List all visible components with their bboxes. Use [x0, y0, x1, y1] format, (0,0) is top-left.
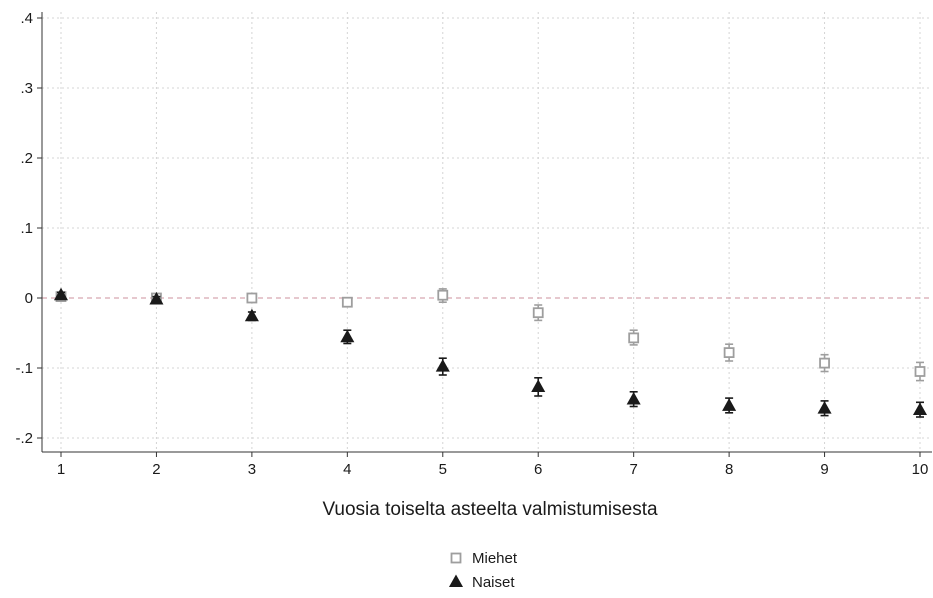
axes-layer [37, 12, 932, 457]
miehet-point [914, 366, 926, 377]
y-tick-label: .2 [20, 150, 33, 167]
x-tick-label: 2 [152, 461, 160, 478]
y-tick-label: .4 [20, 10, 33, 27]
x-axis-title: Vuosia toiselta asteelta valmistumisesta [322, 499, 658, 520]
miehet-point [628, 332, 640, 344]
miehet-point [819, 357, 830, 369]
y-tick-label: .3 [20, 80, 33, 97]
miehet-point [532, 307, 544, 319]
miehet-point [723, 347, 735, 359]
x-tick-label: 8 [725, 461, 733, 478]
naiset-point [626, 391, 641, 405]
naiset-point [149, 291, 164, 305]
legend-item-miehet: Miehet [450, 550, 518, 567]
x-tick-label: 6 [534, 461, 542, 478]
naiset-point [817, 401, 832, 414]
naiset-point [53, 287, 69, 301]
naiset-point [912, 402, 928, 416]
naiset-point [340, 329, 355, 343]
x-tick-label: 10 [912, 461, 929, 478]
x-tick-label: 3 [248, 461, 256, 478]
legend: Miehet Naiset [448, 550, 518, 591]
x-tick-label: 9 [820, 461, 828, 478]
miehet-point [341, 296, 353, 308]
legend-marker-miehet [450, 552, 462, 564]
legend-marker-naiset [448, 574, 464, 588]
naiset-point [435, 359, 450, 372]
y-tick-label: -.2 [15, 430, 33, 447]
legend-item-naiset: Naiset [448, 574, 515, 591]
y-tick-label: -.1 [15, 360, 33, 377]
series-miehet [55, 288, 926, 382]
y-tick-label: 0 [25, 290, 33, 307]
x-tick-label: 1 [57, 461, 65, 478]
x-tick-label: 5 [439, 461, 447, 478]
naiset-point [722, 398, 737, 411]
legend-label-naiset: Naiset [472, 574, 515, 591]
naiset-point [531, 379, 546, 392]
tick-labels-layer: -.2 -.1 0 .1 .2 .3 .4 1 2 3 4 5 6 7 8 9 10 [15, 10, 928, 478]
data-layer [53, 287, 928, 418]
series-naiset [53, 287, 928, 418]
grid-layer [42, 12, 932, 452]
x-tick-label: 7 [629, 461, 637, 478]
legend-label-miehet: Miehet [472, 550, 518, 567]
naiset-point [244, 308, 259, 322]
miehet-point [437, 289, 449, 301]
y-tick-label: .1 [20, 220, 33, 237]
x-tick-label: 4 [343, 461, 351, 478]
miehet-point [246, 292, 258, 304]
